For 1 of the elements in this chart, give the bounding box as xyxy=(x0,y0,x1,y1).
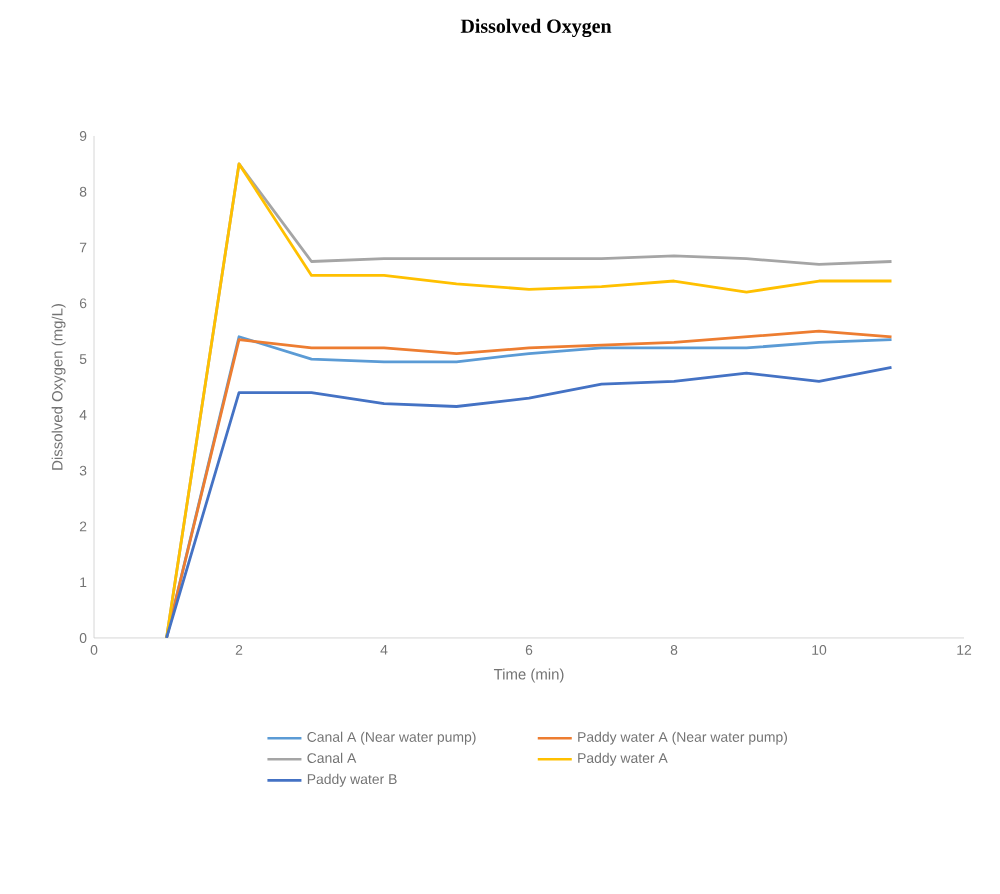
chart-title: Dissolved Oxygen xyxy=(460,18,612,38)
